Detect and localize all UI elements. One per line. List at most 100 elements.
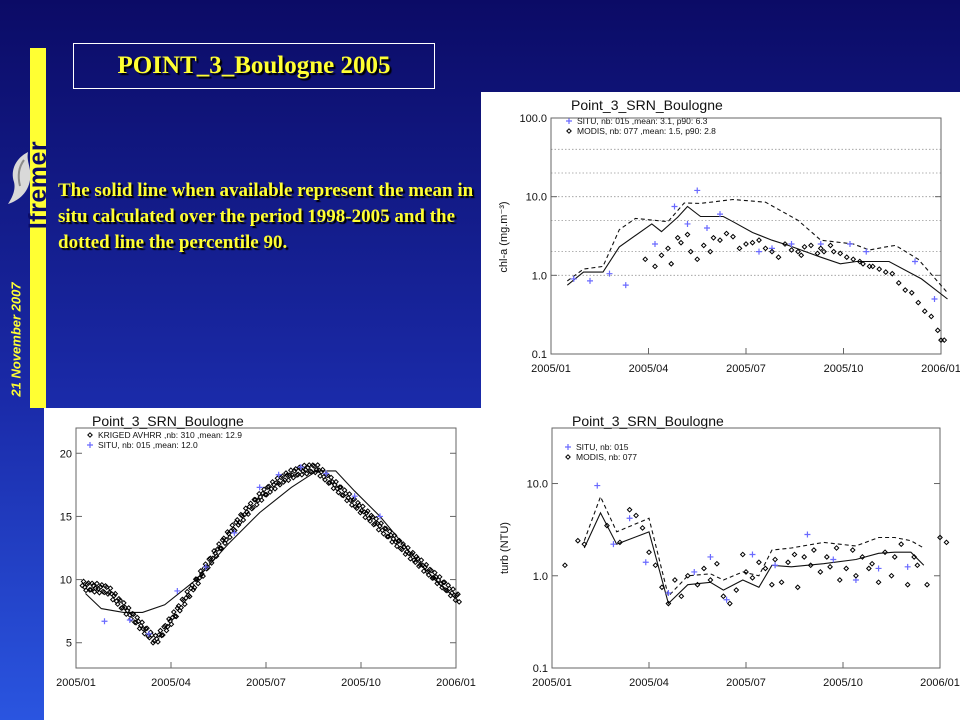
satellite-point bbox=[394, 543, 400, 550]
situ-point bbox=[717, 211, 723, 218]
situ-point bbox=[749, 551, 756, 558]
situ-point bbox=[694, 187, 701, 194]
satellite-point bbox=[565, 454, 571, 460]
situ-point bbox=[231, 529, 238, 536]
y-tick-label: 1.0 bbox=[532, 270, 547, 282]
situ-point bbox=[691, 568, 698, 575]
situ-point bbox=[804, 531, 811, 538]
satellite-point bbox=[253, 501, 260, 508]
x-tick-label: 2005/01 bbox=[531, 363, 571, 375]
satellite-point bbox=[743, 569, 749, 575]
satellite-point bbox=[186, 593, 193, 600]
satellite-point bbox=[87, 432, 93, 438]
logo-strip: Ifremer 21 November 2007 bbox=[0, 0, 52, 408]
satellite-point bbox=[234, 516, 241, 523]
satellite-point bbox=[356, 502, 363, 509]
situ-point bbox=[707, 553, 714, 560]
satellite-point bbox=[200, 573, 206, 579]
satellite-point bbox=[937, 534, 943, 541]
satellite-point bbox=[322, 476, 328, 483]
satellite-point bbox=[84, 581, 91, 588]
satellite-point bbox=[346, 491, 353, 497]
satellite-point bbox=[412, 559, 419, 566]
satellite-point bbox=[428, 567, 435, 574]
satellite-point bbox=[87, 586, 94, 593]
legend-entry: MODIS, nb: 077 ,mean: 1.5, p90: 2.8 bbox=[577, 126, 716, 136]
satellite-point bbox=[91, 588, 98, 595]
satellite-point bbox=[869, 263, 876, 270]
satellite-point bbox=[209, 555, 216, 562]
satellite-point bbox=[163, 627, 170, 634]
satellite-point bbox=[439, 584, 446, 591]
situ-point bbox=[126, 617, 133, 623]
satellite-point bbox=[425, 572, 432, 578]
situ-point bbox=[788, 241, 795, 248]
satellite-point bbox=[827, 242, 834, 249]
satellite-point bbox=[303, 470, 310, 477]
y-tick-label: 15 bbox=[60, 511, 72, 523]
satellite-point bbox=[248, 505, 255, 512]
satellite-point bbox=[785, 559, 791, 566]
satellite-point bbox=[369, 514, 376, 520]
satellite-point bbox=[413, 553, 420, 560]
satellite-point bbox=[658, 252, 665, 259]
y-axis-label: chl-a (mg.m⁻³) bbox=[498, 201, 510, 272]
x-tick-label: 2005/10 bbox=[824, 363, 864, 375]
situ-point bbox=[351, 493, 358, 500]
satellite-point bbox=[236, 519, 243, 526]
satellite-point bbox=[707, 248, 714, 255]
mean-line bbox=[566, 205, 948, 300]
situ-point bbox=[704, 224, 710, 231]
satellite-point bbox=[326, 479, 333, 486]
satellite-point bbox=[434, 580, 441, 587]
satellite-point bbox=[895, 280, 902, 286]
satellite-point bbox=[452, 597, 459, 603]
satellite-point bbox=[440, 579, 447, 586]
satellite-point bbox=[710, 234, 717, 241]
situ-point bbox=[174, 587, 181, 594]
satellite-point bbox=[244, 509, 250, 515]
satellite-point bbox=[290, 474, 297, 481]
satellite-point bbox=[821, 248, 827, 255]
satellite-point bbox=[390, 536, 397, 542]
satellite-point bbox=[144, 625, 150, 632]
satellite-point bbox=[775, 254, 782, 261]
satellite-point bbox=[301, 462, 308, 469]
satellite-point bbox=[782, 241, 788, 247]
satellite-point bbox=[247, 500, 254, 507]
satellite-point bbox=[801, 554, 808, 560]
satellite-point bbox=[853, 572, 859, 579]
x-tick-label: 2005/01 bbox=[532, 677, 572, 689]
satellite-point bbox=[882, 269, 889, 275]
satellite-point bbox=[817, 569, 824, 575]
x-tick-label: 2005/01 bbox=[56, 677, 96, 689]
satellite-point bbox=[129, 610, 136, 617]
chart-title: Point_3_SRN_Boulogne bbox=[571, 97, 723, 113]
satellite-point bbox=[286, 472, 293, 479]
satellite-point bbox=[120, 599, 127, 606]
satellite-point bbox=[743, 241, 749, 247]
ifremer-wave-icon bbox=[8, 152, 31, 204]
satellite-point bbox=[363, 510, 370, 516]
satellite-point bbox=[283, 470, 289, 476]
situ-point bbox=[87, 442, 93, 448]
p90-line bbox=[566, 198, 948, 294]
satellite-point bbox=[85, 580, 92, 586]
satellite-point bbox=[381, 525, 388, 532]
x-tick-label: 2005/07 bbox=[726, 363, 766, 375]
satellite-point bbox=[756, 559, 762, 566]
satellite-point bbox=[330, 485, 337, 492]
satellite-point bbox=[843, 254, 850, 261]
satellite-point bbox=[736, 245, 743, 252]
legend-entry: KRIGED AVHRR ,nb: 310 ,mean: 12.9 bbox=[98, 430, 242, 440]
satellite-point bbox=[178, 604, 185, 611]
satellite-point bbox=[240, 517, 247, 523]
satellite-point bbox=[396, 537, 403, 544]
satellite-point bbox=[911, 554, 918, 560]
satellite-point bbox=[604, 522, 610, 529]
satellite-point bbox=[191, 584, 198, 591]
satellite-point bbox=[213, 553, 220, 560]
satellite-point bbox=[720, 593, 727, 600]
satellite-point bbox=[678, 593, 685, 600]
x-tick-label: 2006/01 bbox=[921, 363, 960, 375]
